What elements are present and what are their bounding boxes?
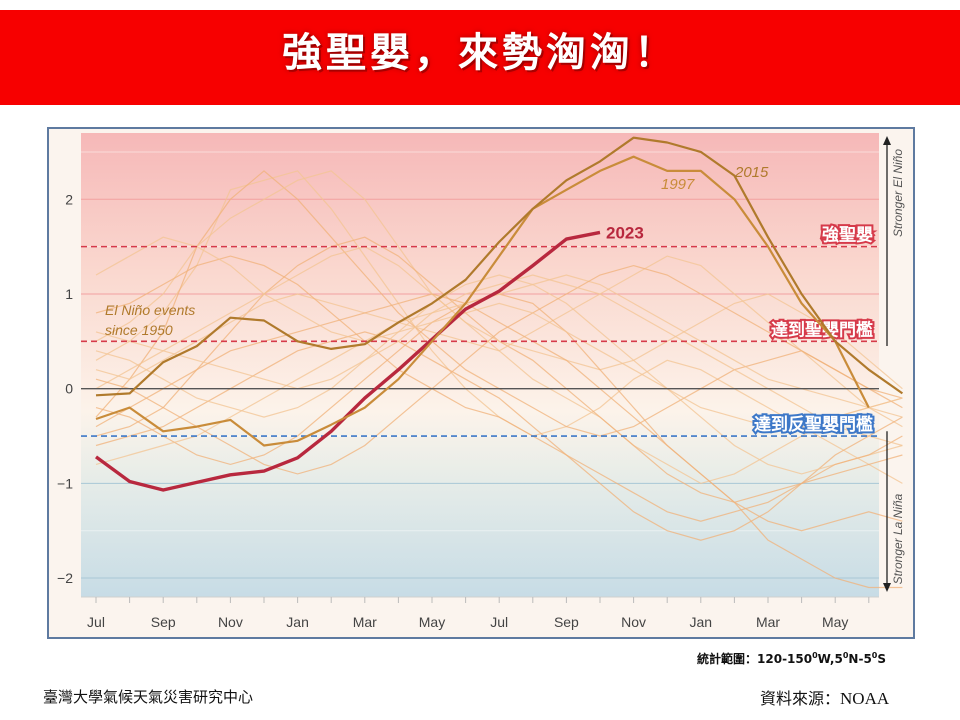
series-label-2023: 2023 <box>606 223 644 242</box>
x-tick-label: Jul <box>490 614 508 630</box>
x-tick-label: Sep <box>151 614 176 630</box>
x-tick-label: Jan <box>286 614 309 630</box>
title-banner <box>0 10 960 105</box>
footer-organization: 臺灣大學氣候天氣災害研究中心 <box>43 688 254 706</box>
x-tick-label: Mar <box>756 614 780 630</box>
footer-source: 資料來源：NOAA <box>760 685 889 709</box>
arrow-down-icon <box>883 583 891 592</box>
source-value: NOAA <box>840 689 890 708</box>
event-line <box>95 293 903 589</box>
event-line <box>95 274 903 465</box>
threshold-label: 達到反聖嬰門檻 <box>754 414 873 435</box>
arrow-up-icon <box>883 136 891 145</box>
x-tick-label: May <box>419 614 445 630</box>
event-line <box>95 245 903 390</box>
series-line-2023 <box>94 230 601 492</box>
side-label-la-nina: Stronger La Niña <box>891 493 905 584</box>
x-tick-label: Nov <box>621 614 646 630</box>
threshold-label: 達到聖嬰門檻 <box>771 319 873 340</box>
event-line <box>95 236 903 428</box>
series-label-2015: 2015 <box>734 164 769 181</box>
x-tick-label: Nov <box>218 614 243 630</box>
range-note-label: 統計範圍： <box>697 652 758 666</box>
y-tick-label: 0 <box>65 381 73 397</box>
series-line-1997 <box>95 155 870 447</box>
x-tick-label: Sep <box>554 614 579 630</box>
annotation-events: El Niño events <box>105 302 195 318</box>
range-note: 統計範圍：120-1500W,50N-50S <box>697 651 887 666</box>
event-line <box>95 264 903 475</box>
enso-chart: 強聖嬰達到聖嬰門檻達到反聖嬰門檻 2023 1997 2015 El Niño even… <box>47 127 915 639</box>
x-tick-label: Mar <box>353 614 377 630</box>
side-label-el-nino: Stronger El Niño <box>891 149 905 237</box>
threshold-label: 強聖嬰 <box>822 225 873 246</box>
series-label-1997: 1997 <box>661 176 695 193</box>
y-tick-label: −1 <box>57 475 73 491</box>
page-title: 強聖嬰，來勢洶洶！ <box>282 30 678 76</box>
y-tick-label: 1 <box>65 286 73 302</box>
event-line <box>95 255 903 428</box>
x-tick-label: May <box>822 614 848 630</box>
y-tick-label: −2 <box>57 570 73 586</box>
event-line <box>95 255 903 522</box>
series-line-2015 <box>95 136 904 397</box>
source-label: 資料來源： <box>760 689 841 708</box>
y-tick-label: 2 <box>65 191 73 207</box>
event-line <box>95 274 903 475</box>
x-tick-label: Jul <box>87 614 105 630</box>
annotation-events: since 1950 <box>105 322 173 338</box>
x-tick-label: Jan <box>690 614 713 630</box>
